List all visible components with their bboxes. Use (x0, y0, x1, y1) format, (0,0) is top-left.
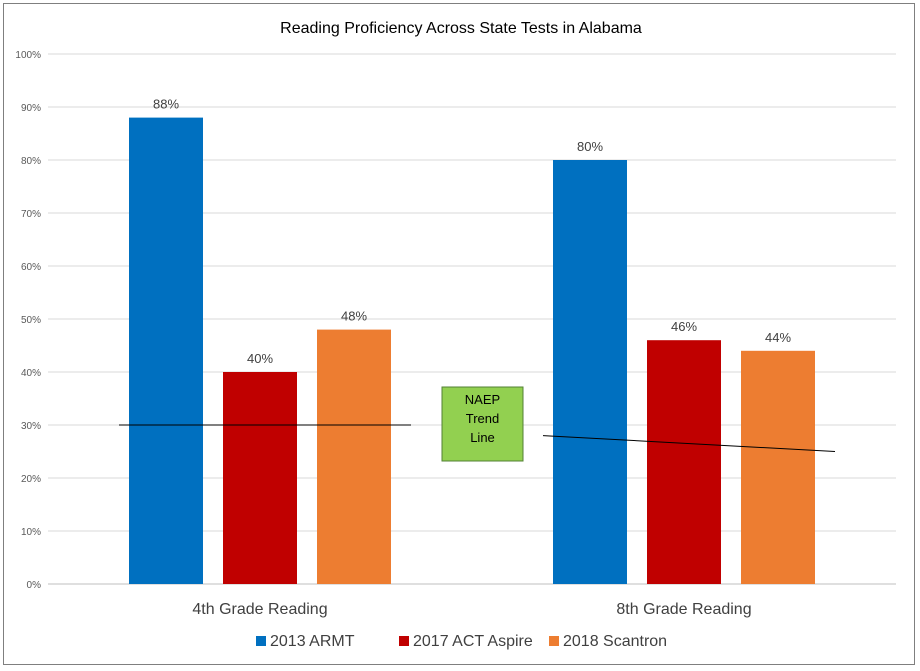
y-axis-ticks: 0% 10% 20% 30% 40% 50% 60% 70% 80% 90% 100% (15, 50, 41, 591)
y-tick-label: 40% (21, 368, 41, 379)
trend-line (542, 435, 836, 452)
y-tick-label: 10% (21, 527, 41, 538)
bar (129, 117, 203, 584)
chart-title: Reading Proficiency Across State Tests i… (280, 20, 642, 37)
naep-annotation-box (441, 386, 524, 462)
bar (647, 340, 721, 584)
naep-annotation-line-2: Trend (466, 411, 499, 426)
chart-frame: Reading Proficiency Across State Tests i… (3, 3, 915, 665)
legend-label: 2018 Scantron (563, 633, 667, 650)
legend-swatch (549, 636, 559, 646)
bar (317, 329, 391, 584)
chart-svg: Reading Proficiency Across State Tests i… (15, 20, 896, 650)
legend-swatch (256, 636, 266, 646)
legend-swatch (399, 636, 409, 646)
y-tick-label: 70% (21, 209, 41, 220)
legend: 2013 ARMT 2017 ACT Aspire 2018 Scantron (256, 633, 667, 650)
legend-label: 2017 ACT Aspire (413, 633, 533, 650)
bar (741, 350, 815, 584)
data-label: 88% (153, 97, 179, 112)
y-tick-label: 0% (27, 580, 42, 591)
y-tick-label: 50% (21, 315, 41, 326)
x-axis-label: 4th Grade Reading (192, 601, 327, 618)
data-label: 40% (247, 351, 273, 366)
bars (129, 117, 815, 584)
data-label: 44% (765, 330, 791, 345)
naep-annotation: NAEP Trend Line (441, 386, 524, 462)
y-tick-label: 60% (21, 262, 41, 273)
bar (553, 160, 627, 584)
trend-lines (119, 424, 836, 452)
y-tick-label: 90% (21, 103, 41, 114)
naep-annotation-line-1: NAEP (465, 392, 500, 407)
y-tick-label: 20% (21, 474, 41, 485)
naep-annotation-line-3: Line (470, 430, 495, 445)
y-tick-label: 30% (21, 421, 41, 432)
legend-label: 2013 ARMT (270, 633, 355, 650)
x-axis-label: 8th Grade Reading (616, 601, 751, 618)
y-tick-label: 100% (15, 50, 41, 61)
data-label: 80% (577, 139, 603, 154)
data-label: 48% (341, 309, 367, 324)
data-labels: 88% 40% 48% 80% 46% 44% (153, 97, 791, 366)
y-tick-label: 80% (21, 156, 41, 167)
data-label: 46% (671, 319, 697, 334)
bar (223, 372, 297, 584)
x-axis-labels: 4th Grade Reading 8th Grade Reading (192, 601, 751, 618)
